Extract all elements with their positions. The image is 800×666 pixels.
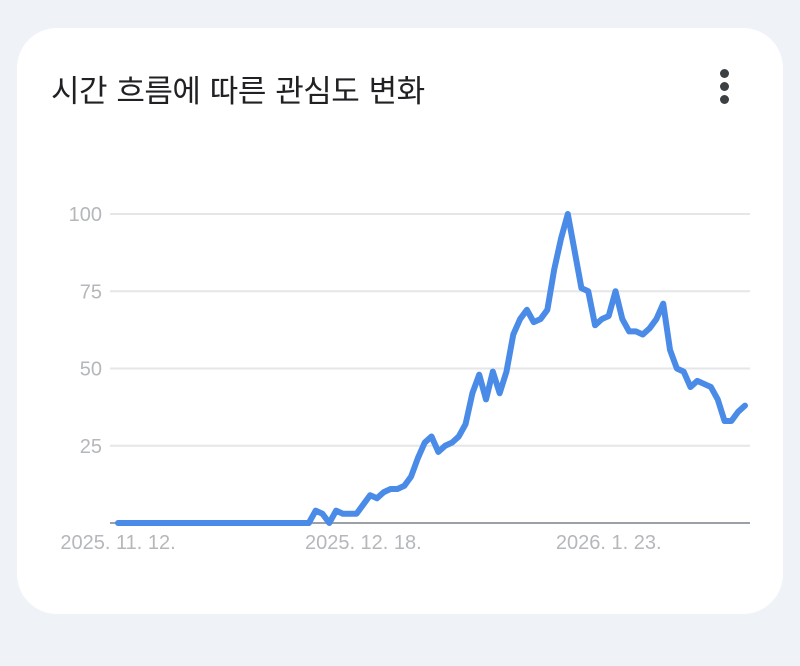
- chart-title: 시간 흐름에 따른 관심도 변화: [51, 74, 425, 110]
- more-vert-icon[interactable]: [705, 66, 745, 110]
- y-tick-label: 50: [80, 359, 102, 381]
- menu-dot: [720, 95, 729, 104]
- y-tick-label: 100: [69, 204, 102, 226]
- series-line: [115, 211, 748, 526]
- menu-dot: [720, 69, 729, 78]
- series-layer: [115, 211, 748, 526]
- x-tick-label: 2025. 11. 12.: [60, 532, 175, 554]
- menu-dot: [720, 82, 729, 91]
- y-tick-label: 25: [80, 436, 102, 458]
- x-tick-labels: 2025. 11. 12. 2025. 12. 18. 2026. 1. 23.: [60, 532, 661, 554]
- x-tick-label: 2026. 1. 23.: [556, 532, 662, 554]
- y-tick-labels: 25 50 75 100: [69, 204, 102, 458]
- grid-layer: [110, 213, 750, 524]
- y-tick-label: 75: [80, 281, 102, 303]
- x-tick-label: 2025. 12. 18.: [305, 532, 422, 554]
